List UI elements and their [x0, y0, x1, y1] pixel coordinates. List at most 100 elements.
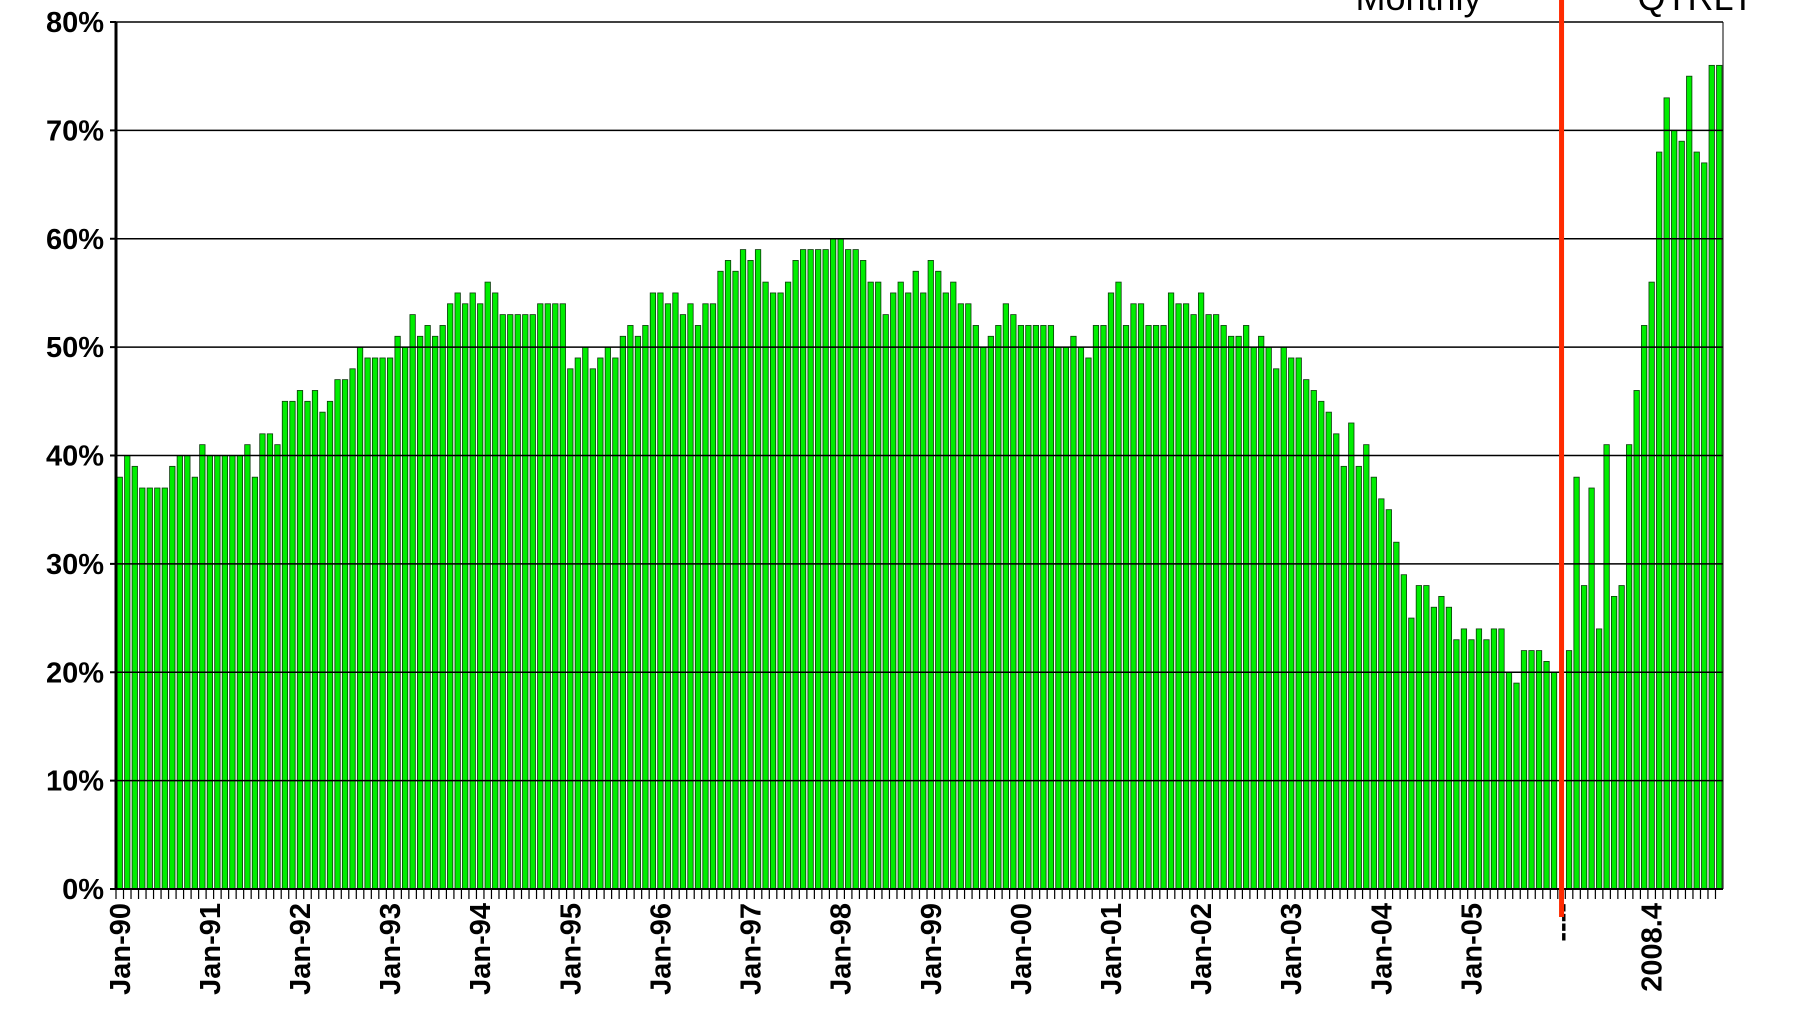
bar	[1348, 422, 1355, 890]
bar	[1671, 129, 1678, 890]
x-tick-label: Jan-96	[645, 903, 677, 995]
bar	[1130, 303, 1137, 890]
bar	[1205, 314, 1212, 890]
bar	[987, 335, 994, 890]
bar	[244, 444, 251, 890]
bar	[1295, 357, 1302, 890]
bar	[1220, 325, 1227, 890]
bar	[1603, 444, 1610, 890]
bar	[1370, 476, 1377, 890]
bar	[754, 249, 762, 890]
bar	[1716, 64, 1723, 890]
bar	[815, 249, 822, 890]
bar	[1235, 335, 1242, 890]
bar	[897, 281, 904, 890]
bar	[890, 292, 897, 890]
bar	[619, 335, 626, 890]
bar	[154, 487, 161, 890]
bar	[1213, 314, 1220, 890]
bar	[1100, 325, 1107, 890]
bar	[1543, 661, 1550, 890]
bar	[920, 292, 927, 890]
bar	[364, 357, 371, 890]
bar	[717, 270, 724, 890]
bar	[1250, 346, 1257, 890]
bar	[679, 314, 687, 890]
bar	[1363, 444, 1370, 890]
bar	[1025, 325, 1032, 890]
bar	[1663, 97, 1670, 890]
bar	[1092, 325, 1100, 890]
bar	[1595, 628, 1603, 890]
bar	[980, 346, 987, 890]
bar	[1423, 585, 1430, 890]
bar	[852, 249, 859, 890]
bar	[694, 325, 702, 890]
bar	[191, 476, 198, 890]
bar	[1107, 292, 1115, 890]
bar	[845, 249, 852, 890]
bar	[1318, 400, 1325, 890]
bar	[1258, 335, 1265, 890]
bar	[612, 357, 619, 890]
bar	[499, 314, 506, 890]
x-tick-label: Jan-99	[916, 903, 948, 995]
bar	[995, 325, 1002, 890]
bar	[1070, 335, 1077, 890]
bar	[447, 303, 454, 890]
bar	[1513, 682, 1520, 890]
bar	[1325, 411, 1332, 890]
bar	[1618, 585, 1625, 890]
bar	[709, 303, 717, 890]
x-tick-label: Jan-02	[1186, 903, 1218, 995]
bar	[687, 303, 694, 890]
bar	[356, 346, 364, 890]
bar	[462, 303, 469, 890]
bar	[807, 249, 814, 890]
bar	[589, 368, 596, 890]
bar	[867, 281, 874, 890]
y-tick-label: 0%	[62, 874, 104, 906]
bar	[642, 325, 649, 890]
bar	[724, 260, 732, 890]
bar	[371, 357, 379, 890]
bar	[597, 357, 604, 890]
bar	[1468, 639, 1475, 890]
bar	[1167, 292, 1175, 890]
bar	[657, 292, 664, 890]
bar	[800, 249, 807, 890]
bar	[289, 400, 296, 890]
bar	[402, 346, 409, 890]
bar	[1152, 325, 1160, 890]
bar	[1182, 303, 1190, 890]
x-tick-label: Jan-03	[1276, 903, 1308, 995]
bar	[1520, 650, 1528, 890]
bar	[702, 303, 709, 890]
annotation: Monthly	[1355, 0, 1481, 18]
bar	[1475, 628, 1483, 890]
bar	[935, 270, 942, 890]
bar	[1190, 314, 1197, 890]
x-tick-label: Jan-90	[105, 903, 137, 995]
bar	[1626, 444, 1633, 890]
bar	[927, 260, 934, 890]
bar	[1408, 617, 1415, 890]
bar	[1693, 151, 1700, 890]
x-tick-label: 2008.4	[1637, 903, 1669, 992]
bar	[439, 325, 446, 890]
bar	[1055, 346, 1062, 890]
bar	[386, 357, 394, 890]
x-tick-label: Jan-93	[375, 903, 407, 995]
annotation: QTRLY	[1638, 0, 1755, 18]
bar	[1340, 465, 1347, 890]
bar	[1708, 64, 1715, 890]
bar	[131, 465, 138, 890]
bar	[1588, 487, 1595, 890]
bar	[634, 335, 642, 890]
bar	[762, 281, 769, 890]
bar	[1686, 75, 1693, 890]
bar	[582, 346, 589, 890]
bar	[649, 292, 657, 890]
y-tick-label: 80%	[46, 7, 104, 39]
bar	[326, 400, 334, 890]
